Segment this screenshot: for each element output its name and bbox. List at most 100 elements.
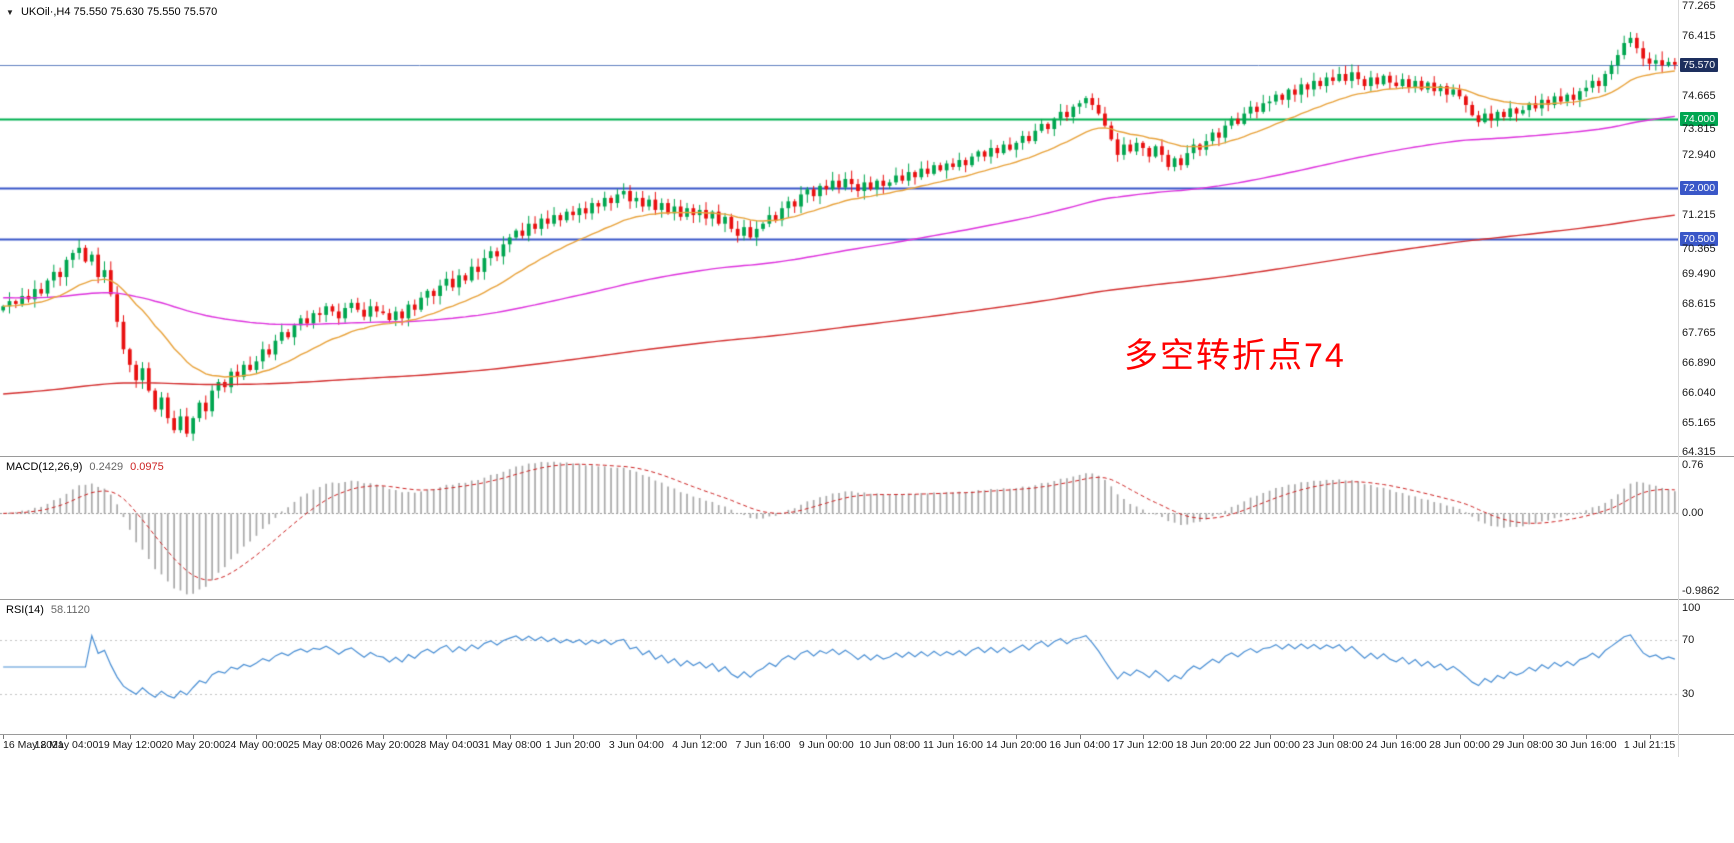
- symbol-ohlc-text: UKOil·,H4 75.550 75.630 75.550 75.570: [20, 6, 218, 18]
- price-level-badge: 72.000: [1680, 180, 1719, 195]
- time-axis-tick: [1586, 735, 1587, 739]
- main-chart-canvas[interactable]: [0, 0, 1678, 456]
- time-axis-tick: [1650, 735, 1651, 739]
- time-axis-tick: [890, 735, 891, 739]
- time-axis-label: 18 Jun 20:00: [1175, 739, 1237, 751]
- time-axis-tick: [700, 735, 701, 739]
- macd-indicator-name: MACD(12,26,9): [6, 461, 83, 473]
- chart-collapse-triangle-icon[interactable]: ▼: [6, 8, 14, 17]
- time-axis-tick: [1333, 735, 1334, 739]
- rsi-indicator-name: RSI(14): [6, 604, 44, 616]
- macd-axis-label: 0.00: [1682, 507, 1704, 520]
- time-axis-label: 7 Jun 16:00: [735, 739, 791, 751]
- price-axis-label: 73.815: [1682, 122, 1716, 135]
- price-axis-label: 68.615: [1682, 298, 1716, 311]
- time-axis-tick: [1143, 735, 1144, 739]
- price-axis-label: 74.665: [1682, 89, 1716, 102]
- time-axis-tick: [763, 735, 764, 739]
- time-axis-label: 29 Jun 08:00: [1492, 739, 1554, 751]
- rsi-axis-label: 100: [1682, 602, 1701, 614]
- time-axis-label: 26 May 20:00: [351, 739, 415, 751]
- time-axis-label: 24 May 00:00: [224, 739, 289, 751]
- rsi-panel-canvas[interactable]: [0, 600, 1678, 734]
- time-axis-label: 17 Jun 12:00: [1112, 739, 1174, 751]
- chart-title: ▼ UKOil·,H4 75.550 75.630 75.550 75.570: [6, 6, 217, 18]
- rsi-axis-label: 70: [1682, 634, 1695, 647]
- time-axis-tick: [1270, 735, 1271, 739]
- time-axis-tick: [3, 735, 4, 739]
- time-axis-label: 19 May 12:00: [97, 739, 162, 751]
- panel-separator-main-macd[interactable]: [0, 456, 1734, 457]
- price-axis[interactable]: 77.265 76.415 75.570 74.665 74.000 73.815 72.9…: [1679, 0, 1734, 459]
- time-axis-label: 14 Jun 20:00: [985, 739, 1047, 751]
- time-axis-tick: [510, 735, 511, 739]
- time-axis-label: 31 May 08:00: [477, 739, 542, 751]
- time-axis-label: 16 Jun 04:00: [1049, 739, 1110, 751]
- price-level-badge: 70.500: [1680, 232, 1719, 247]
- price-axis-label: 71.215: [1682, 208, 1716, 221]
- price-axis-label: 72.940: [1682, 149, 1716, 162]
- time-axis-tick: [953, 735, 954, 739]
- time-axis-tick: [66, 735, 67, 739]
- price-axis-label: 70.365: [1682, 243, 1716, 256]
- price-level-badge: 74.000: [1680, 111, 1719, 126]
- macd-axis-label: -0.9862: [1682, 585, 1720, 597]
- time-axis-tick: [1460, 735, 1461, 739]
- time-axis-label: 1 Jun 20:00: [545, 739, 601, 751]
- time-axis-tick: [1523, 735, 1524, 739]
- time-axis-tick: [256, 735, 257, 739]
- time-axis-tick: [320, 735, 321, 739]
- price-axis-label: 69.490: [1682, 267, 1716, 280]
- rsi-indicator-label: RSI(14) 58.1120: [6, 604, 90, 616]
- time-axis-label: 30 Jun 16:00: [1555, 739, 1617, 751]
- time-axis-tick: [130, 735, 131, 739]
- time-axis-label: 18 May 04:00: [34, 739, 99, 751]
- panel-separator-macd-rsi[interactable]: [0, 599, 1734, 600]
- price-axis-label: 64.315: [1682, 446, 1716, 459]
- rsi-value: 58.1120: [50, 604, 90, 616]
- macd-panel-canvas[interactable]: [0, 457, 1678, 599]
- time-axis-label: 4 Jun 12:00: [672, 739, 728, 751]
- price-axis-label: 66.040: [1682, 386, 1716, 399]
- time-axis-label: 28 May 04:00: [414, 739, 479, 751]
- price-axis-label: 66.890: [1682, 357, 1716, 370]
- macd-indicator-label: MACD(12,26,9) 0.2429 0.0975: [6, 461, 164, 473]
- rsi-axis[interactable]: 100 70 30: [1679, 600, 1734, 734]
- panel-separator-rsi-time: [0, 734, 1734, 735]
- time-axis-label: 10 Jun 08:00: [859, 739, 921, 751]
- time-axis-label: 9 Jun 00:00: [798, 739, 854, 751]
- time-axis-tick: [636, 735, 637, 739]
- macd-main-value: 0.2429: [89, 461, 124, 473]
- time-axis-label: 11 Jun 16:00: [922, 739, 983, 751]
- time-axis-tick: [383, 735, 384, 739]
- price-level-badge: 75.570: [1680, 57, 1719, 72]
- price-axis-label: 76.415: [1682, 29, 1716, 42]
- macd-axis-label: 0.76: [1682, 459, 1704, 471]
- time-axis-tick: [193, 735, 194, 739]
- rsi-axis-label: 30: [1682, 687, 1695, 700]
- time-axis-tick: [826, 735, 827, 739]
- macd-signal-value: 0.0975: [130, 461, 164, 473]
- time-axis-label: 23 Jun 08:00: [1302, 739, 1364, 751]
- time-axis-tick: [1206, 735, 1207, 739]
- price-axis-label: 77.265: [1682, 0, 1716, 13]
- time-axis-label: 25 May 08:00: [287, 739, 352, 751]
- time-axis-label: 20 May 20:00: [161, 739, 225, 751]
- price-scale-separator: [1678, 0, 1679, 757]
- time-axis-label: 16 May 2021: [3, 739, 64, 751]
- time-axis-tick: [1016, 735, 1017, 739]
- macd-axis[interactable]: 0.76 0.00 -0.9862: [1679, 457, 1734, 599]
- price-axis-label: 65.165: [1682, 416, 1716, 429]
- time-axis-tick: [573, 735, 574, 739]
- time-axis-label: 1 Jul 21:15: [1623, 739, 1676, 751]
- time-axis-label: 3 Jun 04:00: [608, 739, 664, 751]
- price-axis-label: 67.765: [1682, 327, 1716, 340]
- time-axis-tick: [1396, 735, 1397, 739]
- time-axis[interactable]: 16 May 2021 18 May 04:00 19 May 12:00 20 Ma…: [0, 735, 1678, 757]
- time-axis-label: 24 Jun 16:00: [1365, 739, 1427, 751]
- time-axis-tick: [1080, 735, 1081, 739]
- time-axis-tick: [446, 735, 447, 739]
- chart-annotation-text[interactable]: 多空转折点74: [1124, 337, 1346, 375]
- time-axis-label: 22 Jun 00:00: [1239, 739, 1300, 751]
- time-axis-label: 28 Jun 00:00: [1429, 739, 1490, 751]
